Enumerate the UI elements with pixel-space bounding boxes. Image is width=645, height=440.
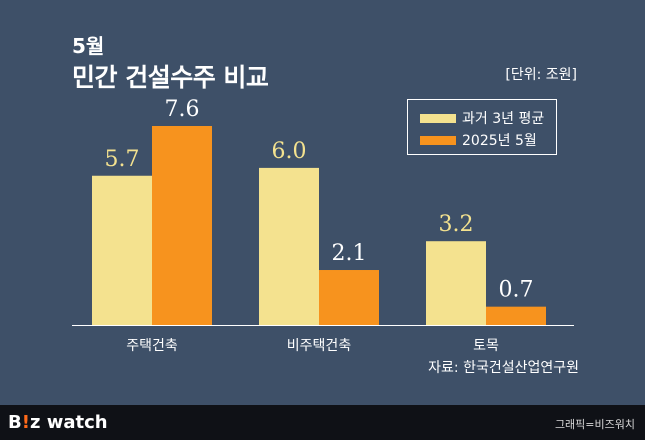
bar-2025-0 — [152, 126, 212, 325]
bar-2025-1 — [319, 270, 379, 325]
legend-label-past: 과거 3년 평균 — [462, 111, 545, 127]
footer-bar: B!z watch 그래픽=비즈워치 — [0, 405, 645, 440]
legend-item-past: 과거 3년 평균 — [420, 108, 544, 128]
source-note: 자료: 한국건설산업연구원 — [428, 360, 579, 376]
chart-title: 민간 건설수주 비교 — [72, 63, 269, 92]
value-label-past-0: 5.7 — [105, 147, 140, 172]
value-label-2025-2: 0.7 — [499, 278, 534, 303]
legend-swatch-2025 — [420, 135, 456, 145]
legend-label-2025: 2025년 5월 — [462, 133, 537, 149]
unit-label: [단위: 조원] — [505, 67, 577, 83]
brand-logo: B!z watch — [8, 412, 108, 433]
bar-past-2 — [426, 241, 486, 325]
graphic-credit: 그래픽=비즈워치 — [554, 418, 635, 431]
bar-past-1 — [259, 167, 319, 325]
chart-subtitle: 5월 — [72, 34, 105, 58]
legend: 과거 3년 평균 2025년 5월 — [407, 99, 557, 155]
bar-2025-2 — [486, 306, 546, 325]
value-label-2025-1: 2.1 — [332, 241, 367, 266]
value-label-2025-0: 7.6 — [165, 97, 200, 122]
legend-swatch-past — [420, 113, 456, 123]
category-label-1: 비주택건축 — [287, 338, 352, 354]
category-label-2: 토목 — [473, 338, 499, 354]
bar-past-0 — [92, 175, 152, 325]
category-label-0: 주택건축 — [126, 338, 178, 354]
value-label-past-1: 6.0 — [272, 139, 307, 164]
value-label-past-2: 3.2 — [439, 212, 474, 237]
legend-item-2025: 2025년 5월 — [420, 130, 537, 150]
